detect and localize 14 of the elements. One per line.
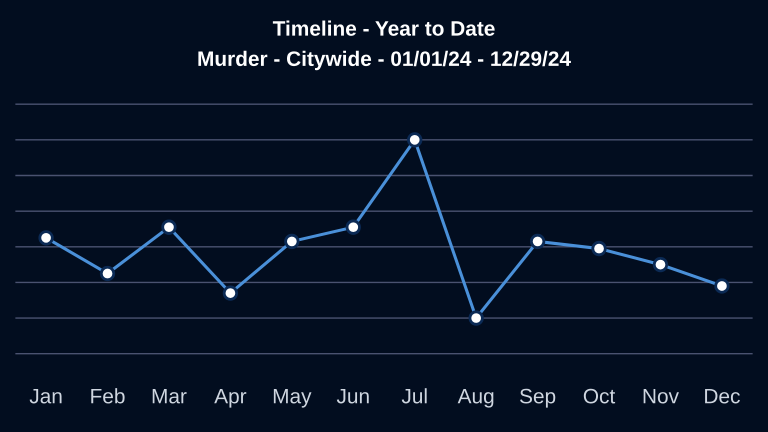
x-tick-label: Sep <box>520 388 556 408</box>
chart-title: Timeline - Year to Date <box>272 20 495 36</box>
x-tick-label: Jun <box>336 388 369 404</box>
x-tick-label: Aug <box>458 388 494 408</box>
x-tick-label: May <box>274 388 312 408</box>
x-tick-label: Feb <box>91 388 125 404</box>
x-tick-label: Jan <box>30 388 62 404</box>
x-tick-label: Apr <box>214 388 246 408</box>
x-tick-label: Dec <box>705 388 740 404</box>
x-tick-label: Jul <box>402 388 427 404</box>
x-tick-label: Oct <box>584 388 616 404</box>
x-tick-label: Mar <box>152 388 187 404</box>
chart-subtitle: Murder - Citywide - 01/01/24 - 12/29/24 <box>198 50 571 70</box>
x-tick-label: Nov <box>644 388 679 404</box>
